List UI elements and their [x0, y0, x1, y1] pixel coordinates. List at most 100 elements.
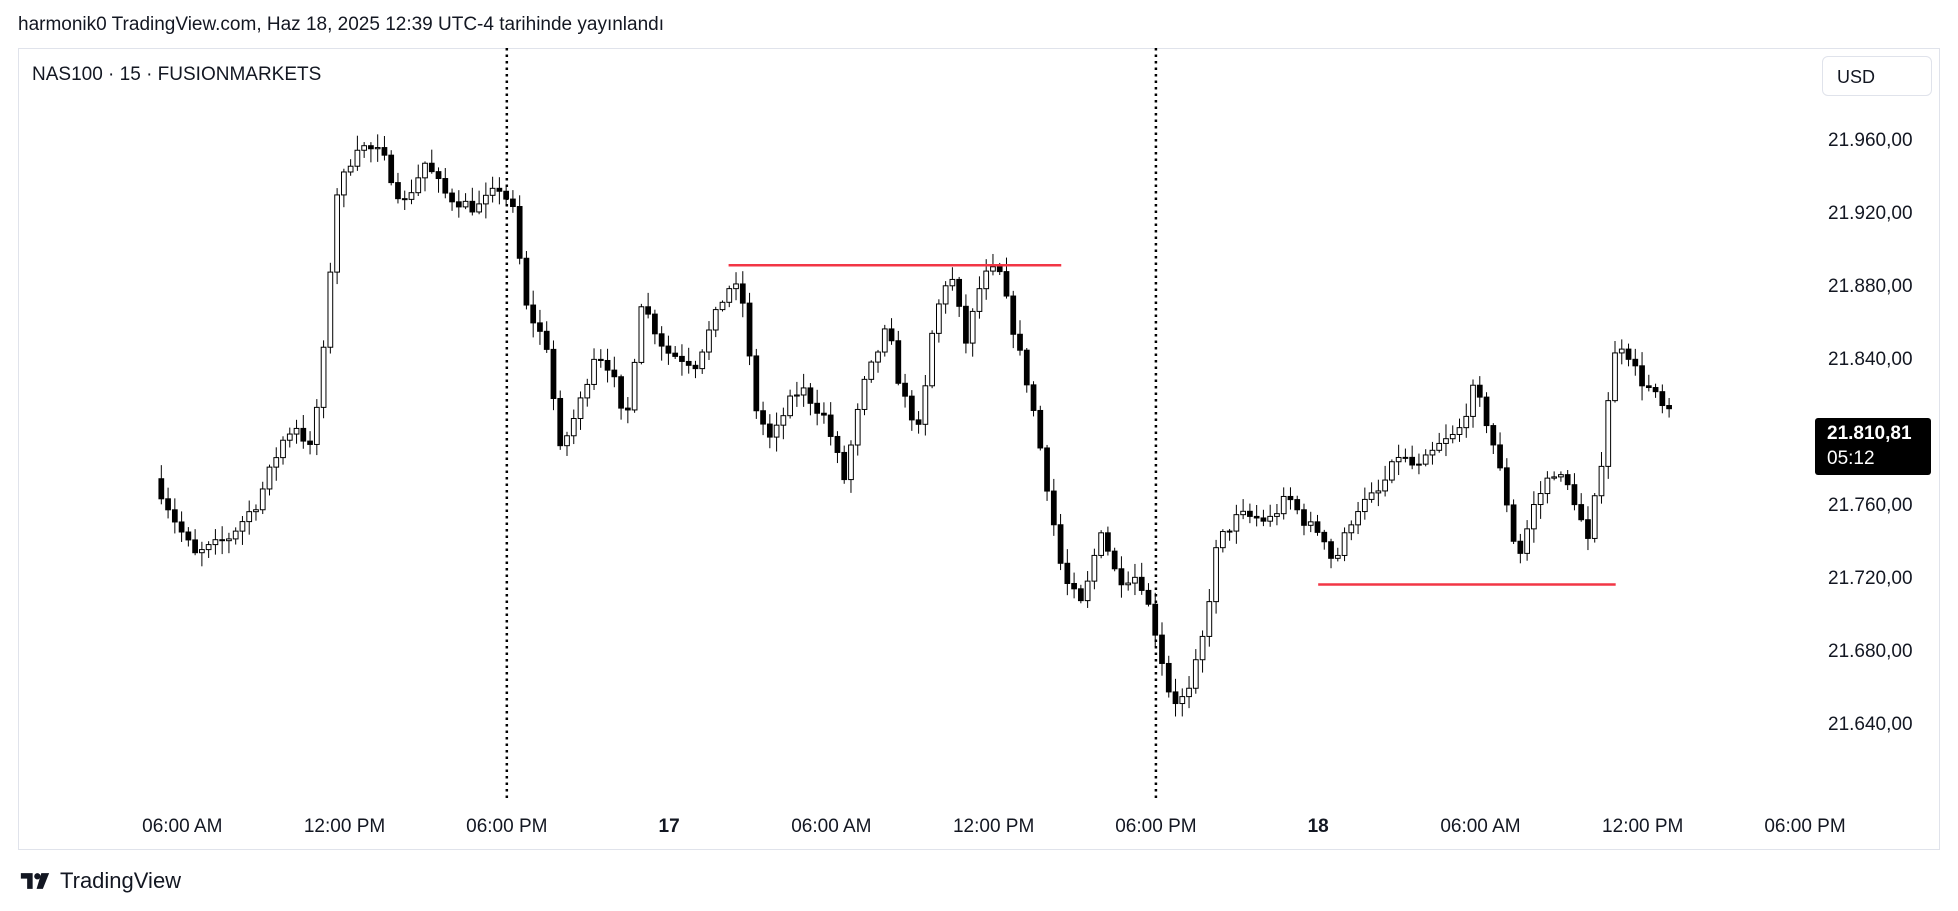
candle-body [1240, 510, 1246, 516]
candle [584, 378, 591, 407]
candle-body [1321, 531, 1328, 543]
candle [766, 414, 773, 449]
candle-body [760, 410, 766, 425]
candle [936, 299, 942, 343]
candle-body [996, 266, 1003, 273]
candle-body [1179, 696, 1186, 705]
candle-body [658, 333, 665, 347]
footer-brand[interactable]: TradingView [18, 868, 181, 894]
horizontal-lines[interactable] [728, 264, 1616, 586]
candle [1159, 622, 1165, 676]
candle [591, 348, 597, 390]
candle-body [719, 301, 726, 311]
candle-body [408, 192, 415, 200]
candle-body [158, 478, 165, 500]
price-tick-label: 21.760,00 [1828, 495, 1913, 517]
candle [239, 516, 246, 545]
candle-body [1666, 405, 1672, 410]
candle-body [1145, 589, 1152, 605]
candle [733, 272, 739, 301]
candle-body [1544, 477, 1551, 495]
candle [476, 190, 482, 215]
candle-body [1625, 348, 1632, 360]
candle [205, 541, 212, 558]
candle [1280, 487, 1287, 520]
candle-body [1639, 365, 1645, 387]
candle-body [604, 359, 611, 371]
candle [787, 389, 793, 419]
candle-body [1645, 385, 1652, 389]
candle [1267, 504, 1274, 527]
candle-body [1334, 554, 1341, 559]
candle [739, 271, 746, 318]
candle-body [1003, 271, 1010, 297]
candle-body [881, 328, 888, 353]
candle-body [1517, 540, 1524, 554]
candle [1152, 592, 1159, 647]
candle [1125, 571, 1132, 591]
bar-countdown: 05:12 [1827, 448, 1875, 469]
candle [1017, 320, 1023, 356]
candle-body [192, 539, 198, 554]
candle-body [313, 406, 320, 445]
time-tick-label: 18 [1307, 816, 1329, 837]
candle [368, 142, 374, 163]
candle-body [1044, 447, 1050, 492]
candle-body [1274, 513, 1280, 517]
candle-body [1429, 449, 1436, 456]
candle [1544, 471, 1551, 504]
candle [1253, 504, 1260, 527]
candle-body [692, 364, 699, 370]
candle [942, 281, 949, 314]
candle-body [550, 348, 557, 399]
candle [1490, 423, 1497, 455]
candle-body [442, 178, 449, 194]
candle [1064, 549, 1071, 596]
candle-body [1402, 456, 1409, 459]
candle [1077, 584, 1084, 604]
publish-caption: harmonik0 TradingView.com, Haz 18, 2025 … [18, 14, 665, 35]
candle-body [1064, 562, 1071, 584]
candle-body [253, 509, 259, 513]
candle-body [469, 200, 476, 213]
candle-body [537, 322, 543, 332]
candle-body [1612, 352, 1618, 402]
currency-button[interactable]: USD [1822, 56, 1932, 96]
candle-body [1023, 349, 1030, 386]
candle-body [624, 407, 631, 411]
candle-body [1361, 498, 1368, 513]
candle-body [706, 329, 712, 353]
candle [1057, 513, 1064, 571]
price-tick-label: 21.880,00 [1828, 276, 1913, 298]
candle [158, 465, 165, 505]
candle-body [1280, 495, 1287, 515]
candle-body [854, 408, 861, 446]
candle-body [827, 414, 834, 437]
candles [158, 134, 1672, 717]
candle-body [388, 154, 395, 184]
candle-body [178, 521, 185, 533]
candle-body [679, 355, 685, 362]
candle-body [1355, 511, 1361, 526]
time-tick-label: 12:00 PM [952, 816, 1035, 837]
candle [1165, 655, 1172, 698]
candle-body [1659, 391, 1666, 407]
candle-body [1422, 454, 1429, 465]
candle-body [1071, 582, 1077, 590]
candle [956, 276, 963, 317]
candle-body [462, 200, 469, 208]
candle [1098, 530, 1105, 559]
candle [361, 142, 368, 158]
candle-body [1585, 519, 1591, 539]
symbol-legend[interactable]: NAS100 · 15 · FUSIONMARKETS [32, 64, 322, 85]
candle-body [543, 330, 550, 350]
candle-body [753, 355, 760, 412]
candle-body [922, 385, 929, 425]
candle [672, 346, 679, 360]
candle-body [1503, 467, 1510, 506]
candle-body [1314, 521, 1321, 533]
candle [976, 276, 983, 319]
chart-pane[interactable] [18, 48, 1940, 850]
candle-body [510, 198, 516, 208]
